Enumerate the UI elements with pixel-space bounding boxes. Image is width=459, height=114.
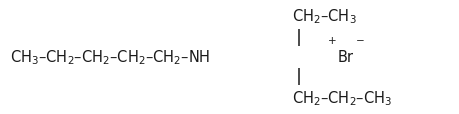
Text: CH$_2$–CH$_3$: CH$_2$–CH$_3$	[292, 7, 357, 26]
Text: +: +	[328, 36, 336, 46]
Text: CH$_3$–CH$_2$–CH$_2$–CH$_2$–CH$_2$–NH: CH$_3$–CH$_2$–CH$_2$–CH$_2$–CH$_2$–NH	[10, 48, 210, 66]
Text: −: −	[356, 36, 364, 46]
Text: Br: Br	[338, 50, 354, 64]
Text: CH$_2$–CH$_2$–CH$_3$: CH$_2$–CH$_2$–CH$_3$	[292, 89, 392, 107]
